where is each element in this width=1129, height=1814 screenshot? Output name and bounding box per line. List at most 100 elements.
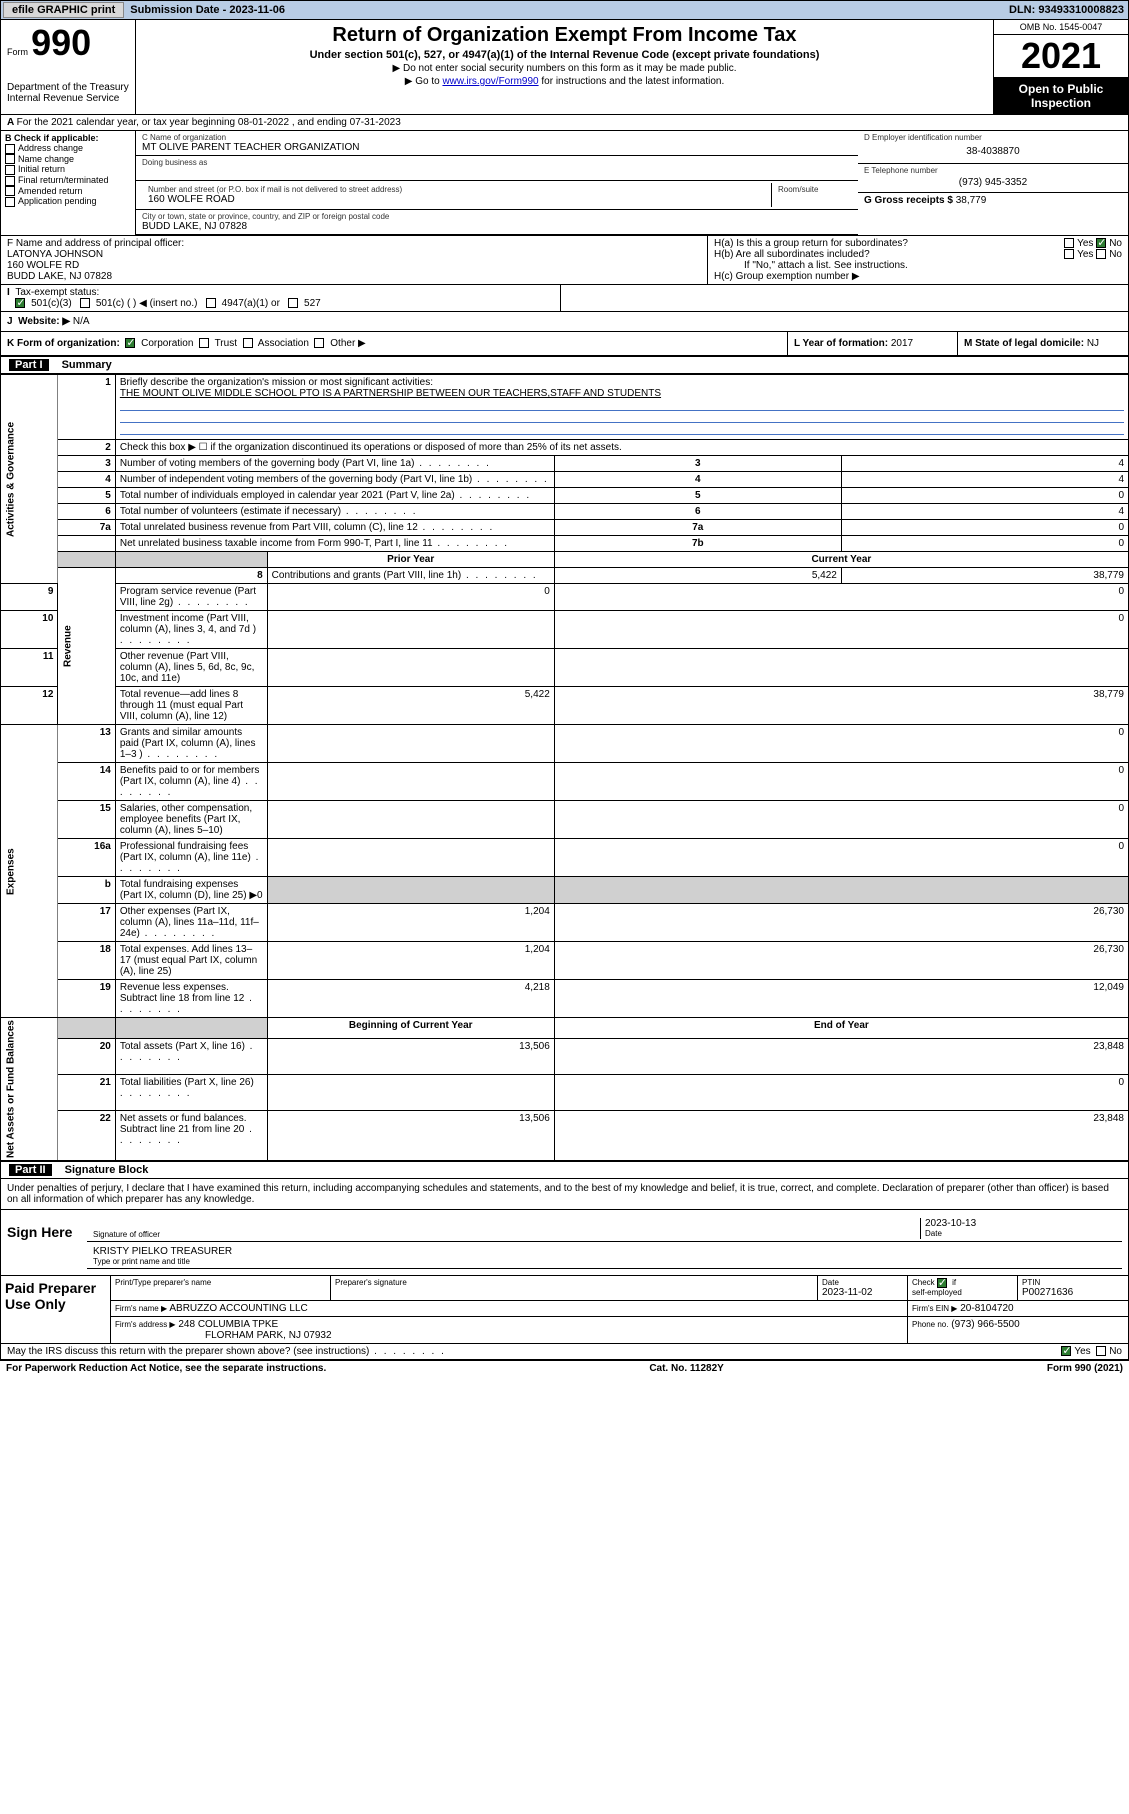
firm-name: ABRUZZO ACCOUNTING LLC — [169, 1303, 307, 1314]
cb-address-change[interactable]: Address change — [18, 143, 83, 153]
officer-addr1: 160 WOLFE RD — [7, 260, 701, 271]
row-21: Total liabilities (Part X, line 26) — [115, 1074, 267, 1110]
cb-501c[interactable] — [80, 298, 90, 308]
cb-initial-return[interactable]: Initial return — [18, 164, 65, 174]
declaration-text: Under penalties of perjury, I declare th… — [0, 1179, 1129, 1210]
q1-answer: THE MOUNT OLIVE MIDDLE SCHOOL PTO IS A P… — [120, 388, 661, 399]
cb-corporation[interactable] — [125, 338, 135, 348]
phone-value: (973) 945-3352 — [864, 175, 1122, 190]
row-4: Number of independent voting members of … — [115, 472, 554, 488]
label-domicile: M State of legal domicile: — [964, 338, 1084, 349]
cb-name-change[interactable]: Name change — [18, 154, 74, 164]
label-org-name: C Name of organization — [142, 133, 852, 142]
label-phone: E Telephone number — [864, 166, 1122, 175]
footer-right: Form 990 (2021) — [1047, 1363, 1123, 1374]
firm-ein-label: Firm's EIN ▶ — [912, 1304, 957, 1313]
cb-discuss-no[interactable] — [1096, 1346, 1106, 1356]
cb-other[interactable] — [314, 338, 324, 348]
label-form-org: K Form of organization: — [7, 338, 120, 349]
label-tax-status: Tax-exempt status: — [15, 287, 99, 298]
dba-value — [142, 167, 852, 178]
officer-name: LATONYA JOHNSON — [7, 249, 701, 260]
side-expenses: Expenses — [1, 725, 58, 1018]
paid-preparer-label: Paid Preparer Use Only — [1, 1276, 111, 1343]
row-8: Contributions and grants (Part VIII, lin… — [267, 568, 554, 584]
identity-section: B Check if applicable: Address change Na… — [0, 131, 1129, 235]
year-formation: 2017 — [891, 338, 913, 349]
street-address: 160 WOLFE ROAD — [148, 194, 765, 205]
row-7a: Total unrelated business revenue from Pa… — [115, 520, 554, 536]
sign-here-label: Sign Here — [7, 1214, 87, 1271]
side-governance: Activities & Governance — [1, 375, 58, 584]
officer-printed-name: KRISTY PIELKO TREASURER — [93, 1246, 1116, 1257]
prep-date: 2023-11-02 — [822, 1287, 872, 1298]
page-footer: For Paperwork Reduction Act Notice, see … — [0, 1360, 1129, 1376]
paid-preparer-section: Paid Preparer Use Only Print/Type prepar… — [0, 1276, 1129, 1344]
q2-checkbox: Check this box ▶ ☐ if the organization d… — [115, 440, 1128, 456]
row-9: Program service revenue (Part VIII, line… — [115, 584, 267, 611]
box-b-label: B Check if applicable: — [5, 133, 99, 143]
row-18: Total expenses. Add lines 13–17 (must eq… — [115, 942, 267, 980]
firm-name-label: Firm's name ▶ — [115, 1304, 167, 1313]
row-16b: Total fundraising expenses (Part IX, col… — [115, 877, 267, 904]
ha-group-return: H(a) Is this a group return for subordin… — [714, 238, 1122, 249]
dln-label: DLN: 93493310008823 — [1005, 4, 1128, 16]
h-check: Check ifself-employed — [912, 1278, 1013, 1297]
city-state-zip: BUDD LAKE, NJ 07828 — [142, 221, 852, 232]
part1-header: Part I Summary — [0, 356, 1129, 374]
footer-left: For Paperwork Reduction Act Notice, see … — [6, 1363, 326, 1374]
label-year-formation: L Year of formation: — [794, 338, 888, 349]
irs-link[interactable]: www.irs.gov/Form990 — [442, 76, 538, 87]
cb-app-pending[interactable]: Application pending — [18, 196, 97, 206]
summary-table: Activities & Governance 1 Briefly descri… — [0, 374, 1129, 1161]
h-date: Date — [822, 1278, 903, 1287]
row-3: Number of voting members of the governin… — [115, 456, 554, 472]
cb-amended[interactable]: Amended return — [18, 186, 83, 196]
firm-addr1: 248 COLUMBIA TPKE — [178, 1319, 278, 1330]
sig-officer-label: Signature of officer — [93, 1230, 916, 1239]
cb-trust[interactable] — [199, 338, 209, 348]
phone-label: Phone no. — [912, 1320, 948, 1329]
row-10: Investment income (Part VIII, column (A)… — [115, 611, 267, 649]
dept-treasury: Department of the TreasuryInternal Reven… — [7, 82, 129, 104]
col-current-year: Current Year — [554, 552, 1128, 568]
side-revenue: Revenue — [58, 568, 115, 725]
label-website: Website: ▶ — [18, 316, 70, 327]
row-11: Other revenue (Part VIII, column (A), li… — [115, 649, 267, 687]
firm-ein: 20-8104720 — [960, 1303, 1013, 1314]
discuss-row: May the IRS discuss this return with the… — [0, 1344, 1129, 1360]
row-22: Net assets or fund balances. Subtract li… — [115, 1110, 267, 1160]
label-address: Number and street (or P.O. box if mail i… — [148, 185, 765, 194]
cb-501c3[interactable] — [15, 298, 25, 308]
efile-print-button[interactable]: efile GRAPHIC print — [3, 2, 124, 18]
org-name: MT OLIVE PARENT TEACHER ORGANIZATION — [142, 142, 852, 153]
cb-association[interactable] — [243, 338, 253, 348]
ein-value: 38-4038870 — [864, 142, 1122, 161]
cb-527[interactable] — [288, 298, 298, 308]
efile-topbar: efile GRAPHIC print Submission Date - 20… — [0, 0, 1129, 20]
tax-year: 2021 — [994, 35, 1128, 78]
row-14: Benefits paid to or for members (Part IX… — [115, 763, 267, 801]
form-number: 990 — [31, 22, 91, 63]
row-17: Other expenses (Part IX, column (A), lin… — [115, 904, 267, 942]
label-room: Room/suite — [778, 185, 846, 194]
ptin: P00271636 — [1022, 1287, 1073, 1298]
cb-discuss-yes[interactable] — [1061, 1346, 1071, 1356]
part2-header: Part II Signature Block — [0, 1161, 1129, 1179]
instruction-link: ▶ Go to www.irs.gov/Form990 for instruct… — [140, 76, 989, 87]
line-a-tax-year: A For the 2021 calendar year, or tax yea… — [0, 115, 1129, 131]
label-ein: D Employer identification number — [864, 133, 1122, 142]
state-domicile: NJ — [1087, 338, 1099, 349]
submission-date-label: Submission Date - 2023-11-06 — [126, 4, 289, 16]
row-19: Revenue less expenses. Subtract line 18 … — [115, 980, 267, 1018]
label-city: City or town, state or province, country… — [142, 212, 852, 221]
form-prefix: Form — [7, 47, 28, 57]
cb-final-return[interactable]: Final return/terminated — [18, 175, 109, 185]
row-13: Grants and similar amounts paid (Part IX… — [115, 725, 267, 763]
label-officer: F Name and address of principal officer: — [7, 238, 701, 249]
h-sig: Preparer's signature — [335, 1278, 813, 1287]
h-print: Print/Type preparer's name — [115, 1278, 326, 1287]
h-ptin: PTIN — [1022, 1278, 1124, 1287]
type-name-label: Type or print name and title — [93, 1257, 1116, 1266]
cb-4947[interactable] — [206, 298, 216, 308]
